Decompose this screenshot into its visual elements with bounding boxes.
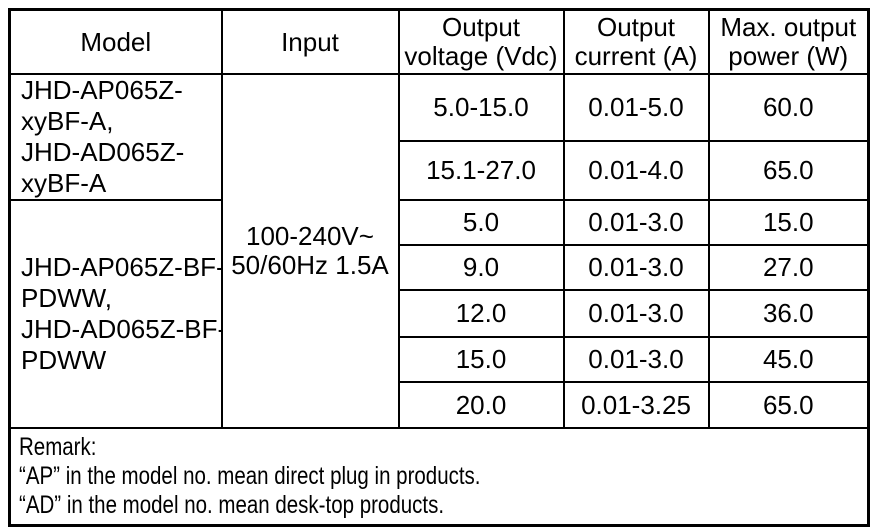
input-line: 100-240V~ (246, 221, 374, 251)
model-line: JHD-AD065Z-BF- (21, 314, 222, 344)
power-cell: 60.0 (707, 73, 870, 142)
spec-table: Model Input Output voltage (Vdc) Output … (8, 8, 870, 527)
voltage-cell: 5.0-15.0 (397, 73, 565, 142)
power-cell: 65.0 (707, 381, 870, 429)
power-cell: 45.0 (707, 336, 870, 383)
remark-line-ad: “AD” in the model no. mean desk-top prod… (19, 491, 445, 519)
remark-line-ap: “AP” in the model no. mean direct plug i… (19, 462, 481, 490)
current-cell: 0.01-4.0 (562, 139, 710, 202)
table-row: JHD-AP065Z-BF- PDWW, JHD-AD065Z-BF- PDWW… (8, 199, 870, 429)
voltage-cell: 5.0 (397, 199, 565, 246)
remark-cell: Remark: “AP” in the model no. mean direc… (8, 427, 870, 527)
header-model: Model (8, 8, 223, 75)
input-line: 50/60Hz 1.5A (231, 250, 389, 280)
remark-title: Remark: (19, 433, 97, 461)
power-cell: 27.0 (707, 244, 870, 291)
header-max-output-power: Max. output power (W) (707, 8, 870, 75)
power-cell: 36.0 (707, 289, 870, 338)
header-input: Input (220, 8, 400, 75)
current-cell: 0.01-3.0 (562, 199, 710, 246)
voltage-cell: 20.0 (397, 381, 565, 429)
model-line: JHD-AD065Z- (21, 137, 185, 167)
current-cell: 0.01-3.25 (562, 381, 710, 429)
input-cell: 100-240V~ 50/60Hz 1.5A (220, 73, 400, 429)
model-cell-group1: JHD-AP065Z- xyBF-A, JHD-AD065Z- xyBF-A (8, 73, 223, 201)
table-row: 15.0 0.01-3.0 45.0 (10, 336, 870, 383)
model-cell-group2: JHD-AP065Z-BF- PDWW, JHD-AD065Z-BF- PDWW (8, 199, 223, 429)
model-line: PDWW (21, 345, 107, 375)
model-line: xyBF-A, (21, 106, 114, 136)
header-output-voltage: Output voltage (Vdc) (397, 8, 565, 75)
current-cell: 0.01-5.0 (562, 73, 710, 142)
power-cell: 65.0 (707, 139, 870, 202)
model-line: xyBF-A (21, 168, 107, 198)
header-output-current: Output current (A) (562, 8, 710, 75)
table-row: 20.0 0.01-3.25 65.0 (10, 381, 870, 429)
current-cell: 0.01-3.0 (562, 336, 710, 383)
header-row: Model Input Output voltage (Vdc) Output … (8, 8, 870, 75)
model-line: JHD-AP065Z-BF- (21, 252, 222, 282)
table-row: JHD-AP065Z- xyBF-A, JHD-AD065Z- xyBF-A 1… (8, 73, 870, 429)
power-cell: 15.0 (707, 199, 870, 246)
voltage-cell: 15.0 (397, 336, 565, 383)
voltage-cell: 15.1-27.0 (397, 139, 565, 202)
voltage-cell: 12.0 (397, 289, 565, 338)
remark-row: Remark: “AP” in the model no. mean direc… (8, 427, 870, 527)
current-cell: 0.01-3.0 (562, 244, 710, 291)
table-row: 9.0 0.01-3.0 27.0 (10, 244, 870, 291)
voltage-cell: 9.0 (397, 244, 565, 291)
current-cell: 0.01-3.0 (562, 289, 710, 338)
table-row: 15.1-27.0 0.01-4.0 65.0 (10, 139, 870, 202)
model-line: PDWW, (21, 283, 112, 313)
table-row: 12.0 0.01-3.0 36.0 (10, 289, 870, 338)
model-line: JHD-AP065Z- (21, 75, 183, 105)
